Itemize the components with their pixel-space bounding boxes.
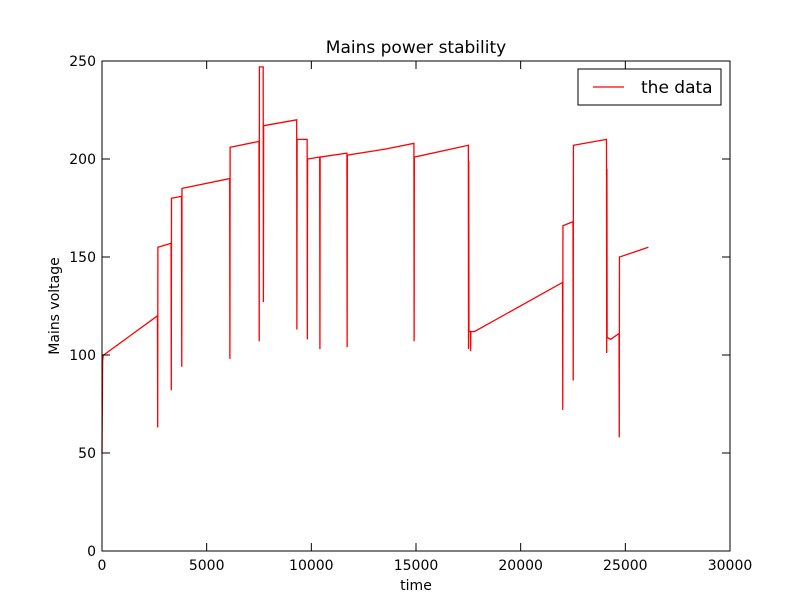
x-axis-label: time — [400, 578, 432, 594]
legend-label: the data — [641, 78, 713, 98]
x-tick-label: 5000 — [189, 558, 225, 574]
plot-frame — [101, 60, 731, 552]
y-tick-label: 0 — [87, 544, 96, 560]
x-tick-label: 15000 — [394, 558, 439, 574]
y-tick-label: 250 — [69, 54, 96, 70]
x-tick-label: 10000 — [289, 558, 334, 574]
y-tick-label: 200 — [69, 152, 96, 168]
x-tick-label: 20000 — [498, 558, 543, 574]
axis-ticks: 0 5000 10000 15000 20000 25000 30000 0 50 100 150 2… — [69, 54, 752, 574]
series-line-0 — [101, 66, 649, 454]
y-tick-label: 50 — [78, 446, 96, 462]
legend: the data — [577, 68, 722, 106]
x-tick-label: 30000 — [708, 558, 753, 574]
y-axis-label: Mains voltage — [47, 257, 63, 354]
x-tick-label: 25000 — [603, 558, 648, 574]
plot-area — [101, 66, 649, 454]
y-tick-label: 150 — [69, 250, 96, 266]
y-tick-label: 100 — [69, 348, 96, 364]
chart-title: Mains power stability — [326, 38, 506, 58]
x-tick-label: 0 — [98, 558, 107, 574]
